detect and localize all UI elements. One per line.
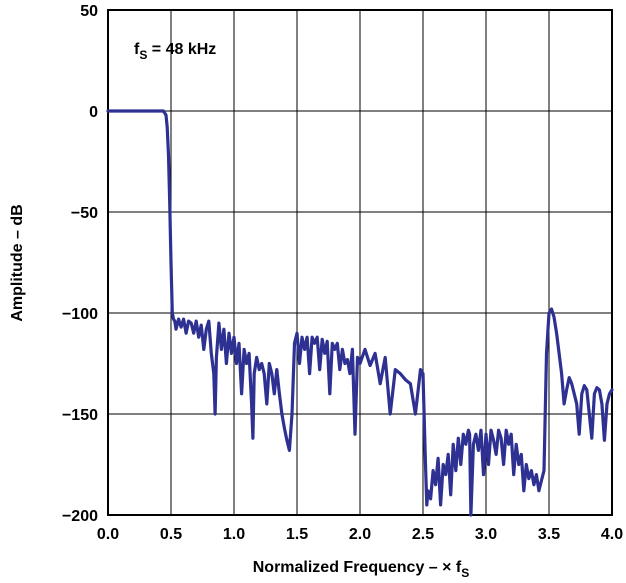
x-tick-labels: 0.0 0.5 1.0 1.5 2.0 2.5 3.0 3.5 4.0 xyxy=(97,526,623,543)
sample-rate-annotation: fS = 48 kHz xyxy=(134,41,216,62)
series-line xyxy=(106,109,614,517)
x-tick-label: 3.5 xyxy=(538,526,560,543)
x-axis-title-text: Normalized Frequency – × f xyxy=(253,559,462,576)
y-tick-label: 50 xyxy=(80,3,98,20)
x-tick-label: 0.0 xyxy=(97,526,119,543)
x-axis-title-subscript: S xyxy=(461,566,469,580)
x-tick-label: 0.5 xyxy=(160,526,182,543)
annotation-text: = 48 kHz xyxy=(147,41,216,58)
x-tick-label: 2.0 xyxy=(349,526,371,543)
y-tick-label: −200 xyxy=(62,508,98,525)
annotation-prefix: f xyxy=(134,41,140,58)
y-tick-label: −150 xyxy=(62,407,98,424)
y-tick-label: −100 xyxy=(62,306,98,323)
grid-lines xyxy=(107,9,613,516)
y-tick-labels: 50 0 −50 −100 −150 −200 xyxy=(62,3,98,525)
annotation-subscript: S xyxy=(139,48,147,62)
x-tick-label: 3.0 xyxy=(475,526,497,543)
y-tick-label: −50 xyxy=(71,205,98,222)
y-axis-title: Amplitude – dB xyxy=(9,204,26,321)
x-tick-label: 1.0 xyxy=(223,526,245,543)
x-axis-title: Normalized Frequency – × fS xyxy=(253,559,470,580)
x-tick-label: 4.0 xyxy=(601,526,623,543)
plot-frame xyxy=(107,9,613,516)
x-tick-label: 1.5 xyxy=(286,526,308,543)
x-tick-label: 2.5 xyxy=(412,526,434,543)
y-tick-label: 0 xyxy=(89,104,98,121)
